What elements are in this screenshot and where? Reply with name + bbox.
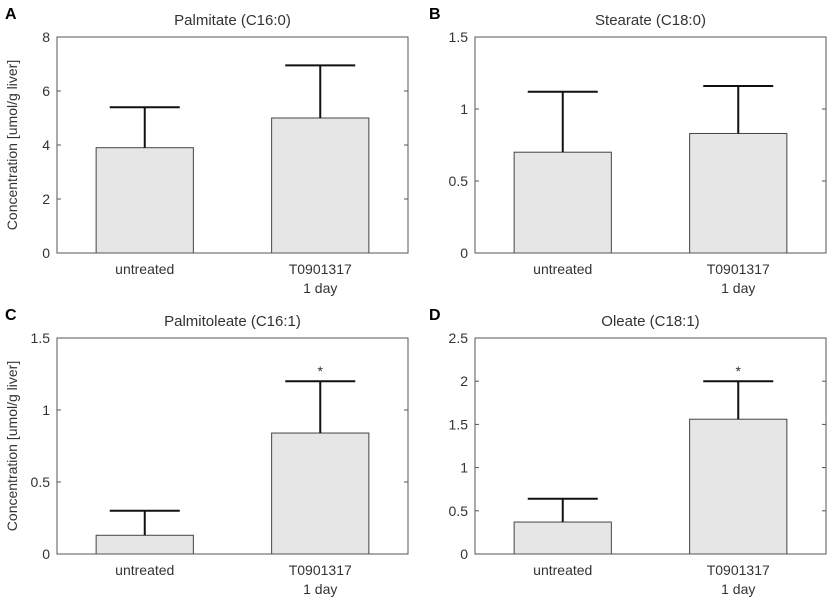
- y-tick-label: 0: [460, 546, 468, 562]
- y-tick-label: 2: [460, 373, 468, 389]
- x-tick-label: untreated: [115, 562, 174, 578]
- panel-letter: C: [5, 307, 17, 324]
- y-tick-label: 0.5: [31, 474, 51, 490]
- y-tick-label: 6: [42, 83, 50, 99]
- x-tick-label: 1 day: [303, 280, 337, 296]
- x-tick-label: T0901317: [707, 562, 770, 578]
- x-tick-label: T0901317: [707, 261, 770, 277]
- y-tick-label: 0: [42, 546, 50, 562]
- significance-marker: *: [318, 363, 324, 379]
- panel-letter: B: [429, 6, 441, 23]
- panel-c: C Palmitoleate (C16:1) untreated * T0901317 1…: [4, 307, 409, 597]
- x-tick-label: T0901317: [289, 261, 352, 277]
- chart-title: Palmitate (C16:0): [174, 12, 291, 29]
- bar-t0901317: [271, 432, 370, 555]
- y-tick-label: 4: [42, 137, 50, 153]
- x-tick-label: untreated: [115, 261, 174, 277]
- bar-untreated: [95, 147, 194, 254]
- chart-title: Palmitoleate (C16:1): [164, 313, 301, 330]
- plot-frame: [474, 36, 827, 254]
- x-tick-label: untreated: [533, 261, 592, 277]
- x-tick-label: T0901317: [289, 562, 352, 578]
- panel-d: D Oleate (C18:1) untreated * T0901317 1 day 0 0…: [429, 307, 827, 597]
- panel-letter: D: [429, 307, 441, 324]
- x-tick-label: 1 day: [721, 581, 755, 597]
- y-tick-label: 0: [460, 245, 468, 261]
- x-tick-label: 1 day: [303, 581, 337, 597]
- panel-letter: A: [5, 6, 17, 23]
- panel-b: B Stearate (C18:0) untreated T0901317 1 day 0…: [429, 6, 827, 296]
- y-axis-label: Concentration [umol/g liver]: [4, 361, 20, 531]
- x-tick-label: 1 day: [721, 280, 755, 296]
- panel-a: A Palmitate (C16:0) untreated T0901317 1 day…: [4, 6, 409, 296]
- y-tick-label: 2: [42, 191, 50, 207]
- y-tick-label: 1: [460, 101, 468, 117]
- y-tick-label: 1.5: [449, 29, 469, 45]
- y-tick-label: 0: [42, 245, 50, 261]
- y-tick-label: 0.5: [449, 173, 469, 189]
- bar-untreated: [95, 534, 194, 555]
- y-tick-label: 2.5: [449, 330, 469, 346]
- bar-untreated: [513, 521, 612, 555]
- y-tick-label: 1.5: [449, 416, 469, 432]
- y-tick-label: 1: [460, 460, 468, 476]
- y-tick-label: 0.5: [449, 503, 469, 519]
- y-tick-label: 8: [42, 29, 50, 45]
- x-tick-label: untreated: [533, 562, 592, 578]
- chart-title: Stearate (C18:0): [595, 12, 706, 29]
- plot-frame: [56, 337, 409, 555]
- bar-t0901317: [689, 132, 788, 254]
- significance-marker: *: [736, 363, 742, 379]
- bar-t0901317: [271, 117, 370, 254]
- y-tick-label: 1.5: [31, 330, 51, 346]
- chart-title: Oleate (C18:1): [601, 313, 699, 330]
- plot-frame: [474, 337, 827, 555]
- bar-t0901317: [689, 418, 788, 555]
- bar-untreated: [513, 151, 612, 254]
- y-axis-label: Concentration [umol/g liver]: [4, 60, 20, 230]
- y-tick-label: 1: [42, 402, 50, 418]
